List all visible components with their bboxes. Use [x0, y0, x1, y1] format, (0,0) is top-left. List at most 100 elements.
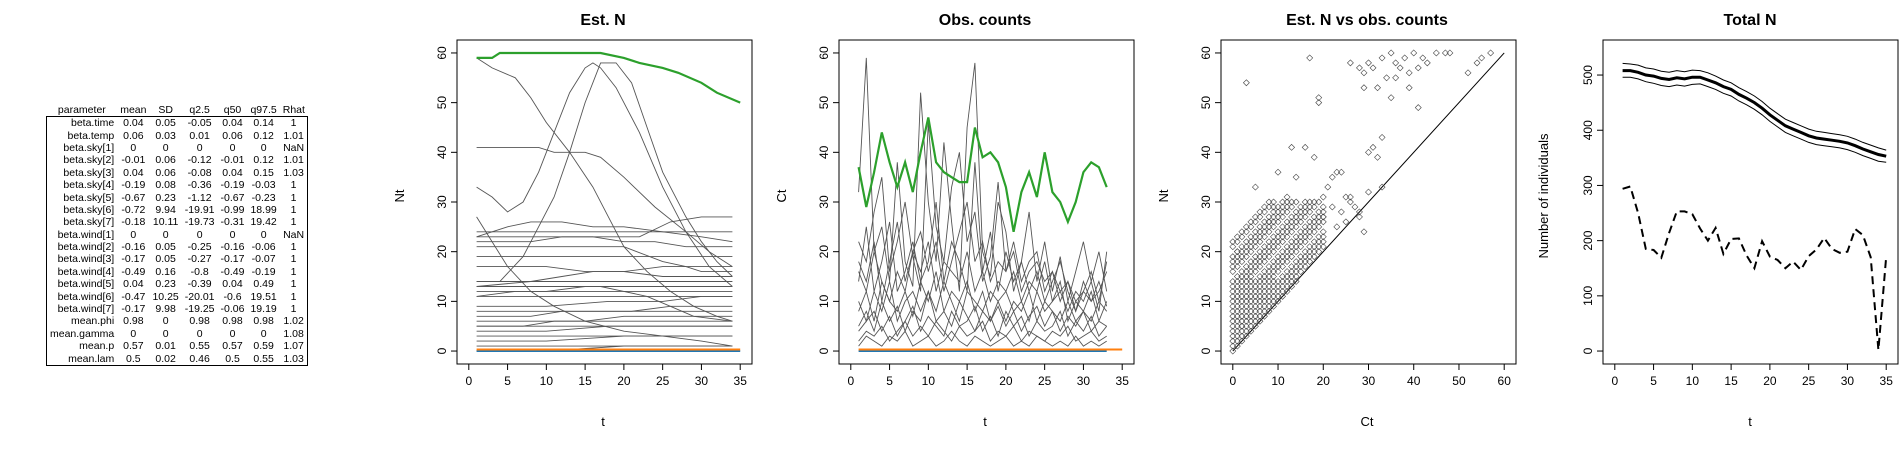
scatter-point: [1261, 268, 1268, 275]
value-cell: 1: [290, 265, 297, 278]
scatter-point: [1279, 238, 1286, 246]
scatter-point: [1274, 218, 1282, 226]
parameter-name-cell: beta.time: [71, 117, 115, 130]
scatter-point: [1378, 133, 1386, 141]
value-cell: -0.01: [220, 154, 245, 167]
scatter-point: [1288, 268, 1296, 275]
scatter-point: [1242, 312, 1250, 320]
scatter-point: [1306, 233, 1314, 241]
value-cell: 0.59: [253, 340, 274, 353]
scatter-point: [1238, 327, 1246, 335]
scatter-point: [1315, 218, 1323, 226]
x-tick-label: 20: [1317, 374, 1331, 388]
parameter-name-cell: beta.temp: [67, 129, 115, 142]
value-cell: 0: [162, 228, 169, 241]
scatter-point: [1319, 193, 1327, 201]
scatter-point: [1306, 203, 1314, 211]
value-cell: 0: [229, 327, 236, 340]
parameter-summary-table: parameter mean SD q2.5 q50 q97.5 Rhat be…: [46, 104, 308, 366]
value-cell: 0.12: [253, 154, 274, 167]
scatter-point: [1265, 287, 1273, 295]
scatter-point: [1233, 337, 1241, 345]
scatter-point: [1233, 263, 1241, 271]
value-cell: -0.19: [121, 179, 146, 192]
scatter-point: [1233, 238, 1241, 246]
value-cell: 1: [290, 290, 297, 303]
scatter-point: [1242, 238, 1250, 246]
scatter-point: [1270, 238, 1277, 246]
scatter-point: [1270, 218, 1277, 226]
scatter-point: [1238, 233, 1246, 241]
scatter-point: [1279, 228, 1286, 236]
series-line: [476, 57, 733, 322]
scatter-point: [1265, 238, 1273, 246]
scatter-point: [1251, 292, 1259, 300]
scatter-point: [1229, 297, 1237, 305]
scatter-point: [1233, 273, 1241, 280]
scatter-point: [1288, 263, 1296, 271]
parameter-name-cell: mean.phi: [71, 315, 115, 328]
scatter-point: [1270, 223, 1277, 231]
value-cell: 19.42: [250, 216, 277, 229]
value-cell: 0.05: [155, 253, 176, 266]
value-cell: 0: [260, 228, 267, 241]
scatter-point: [1274, 168, 1282, 176]
panel-1: 0 5 10 15 20 25 30 35 0 10 20 30 40 50 60: [435, 39, 753, 388]
scatter-point: [1233, 287, 1241, 295]
scatter-point: [1333, 223, 1341, 231]
scatter-point: [1251, 283, 1259, 290]
value-cell: -0.72: [121, 203, 146, 216]
value-cell: 0.06: [123, 129, 144, 142]
scatter-point: [1387, 94, 1395, 102]
scatter-point: [1238, 322, 1246, 330]
scatter-point: [1238, 278, 1246, 285]
scatter-point: [1261, 228, 1268, 236]
y-tick-label: 30: [435, 195, 449, 209]
series-line: [476, 286, 733, 322]
scatter-point: [1383, 74, 1391, 82]
header-rhat: Rhat: [282, 104, 305, 116]
x-tick-label: 25: [1802, 374, 1816, 388]
scatter-point: [1251, 243, 1259, 251]
scatter-point: [1297, 238, 1305, 246]
scatter-point: [1283, 258, 1291, 266]
value-cell: 0.23: [155, 191, 176, 204]
scatter-point: [1487, 49, 1495, 57]
scatter-point: [1297, 253, 1305, 261]
scatter-point: [1288, 278, 1296, 285]
value-cell: -0.67: [220, 191, 245, 204]
scatter-point: [1378, 54, 1386, 62]
scatter-point: [1251, 213, 1259, 221]
table-row: mean.phi 0.98 0 0.98 0.98 0.98 1.02: [47, 315, 308, 327]
scatter-point: [1279, 292, 1286, 300]
value-cell: 0.55: [253, 352, 274, 365]
x-tick-label: 35: [734, 374, 748, 388]
scatter-point: [1297, 258, 1305, 266]
series-line: [476, 62, 733, 282]
scatter-point: [1288, 283, 1296, 290]
scatter-point: [1247, 307, 1255, 315]
scatter-point: [1229, 317, 1237, 325]
scatter-point: [1292, 243, 1300, 251]
value-cell: 0.98: [253, 315, 274, 328]
y-tick-label: 50: [817, 96, 831, 110]
scatter-point: [1256, 258, 1264, 266]
scatter-point: [1270, 273, 1277, 280]
scatter-point: [1251, 302, 1259, 310]
parameter-name-cell: beta.sky[5]: [63, 191, 115, 204]
scatter-point: [1292, 213, 1300, 221]
y-tick-label: 60: [435, 46, 449, 60]
scatter-point: [1247, 223, 1255, 231]
scatter-point: [1256, 213, 1264, 221]
x-tick-label: 15: [578, 374, 592, 388]
value-cell: -0.99: [220, 203, 245, 216]
scatter-point: [1233, 292, 1241, 300]
value-cell: 0.49: [253, 278, 274, 291]
value-cell: -0.49: [121, 265, 146, 278]
y-tick-label: 300: [1581, 175, 1595, 195]
scatter-point: [1315, 208, 1323, 216]
value-cell: -20.01: [184, 290, 215, 303]
value-cell: 1.03: [283, 352, 304, 365]
scatter-point: [1319, 233, 1327, 241]
scatter-point: [1279, 258, 1286, 266]
